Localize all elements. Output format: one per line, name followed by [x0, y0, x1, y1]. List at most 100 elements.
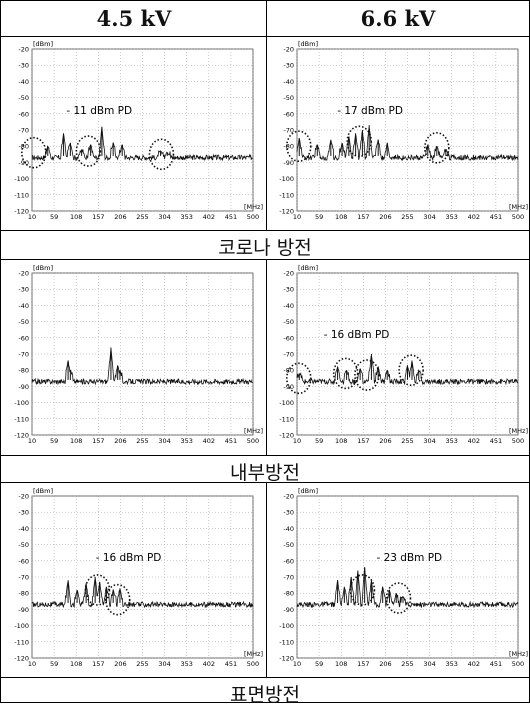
y-tick-label: -60 — [18, 110, 29, 118]
y-tick-label: -20 — [283, 493, 294, 501]
x-tick-label: 206 — [379, 437, 391, 445]
x-tick-label: 500 — [512, 213, 524, 221]
y-tick-label: -40 — [283, 302, 294, 310]
x-tick-label: 255 — [401, 213, 413, 221]
y-tick-label: -100 — [14, 622, 29, 630]
y-tick-label: -110 — [279, 191, 294, 199]
x-tick-label: 59 — [50, 213, 58, 221]
x-tick-label: 304 — [423, 213, 435, 221]
pd-circle — [385, 582, 412, 614]
y-tick-label: -60 — [18, 334, 29, 342]
x-axis-label: [MHz] — [244, 203, 263, 211]
y-tick-label: -20 — [283, 270, 294, 278]
y-tick-label: -110 — [279, 415, 294, 423]
x-tick-label: 500 — [512, 660, 524, 668]
x-tick-label: 157 — [357, 437, 369, 445]
x-tick-label: 10 — [293, 660, 301, 668]
chart-panel-corona-4.5kv: -20 -30 -40 -50 -60 -70 -80 -90 -100 -110 -120 10 59… — [2, 37, 265, 229]
y-tick-label: -70 — [283, 127, 294, 135]
x-tick-label: 304 — [158, 213, 170, 221]
y-axis-label: [dBm] — [33, 264, 53, 272]
divider — [0, 677, 530, 678]
y-axis-label: [dBm] — [33, 40, 53, 48]
y-tick-label: -90 — [18, 383, 29, 391]
x-tick-label: 206 — [379, 660, 391, 668]
y-tick-label: -40 — [283, 525, 294, 533]
y-tick-label: -60 — [18, 557, 29, 565]
pd-circle — [286, 362, 312, 395]
y-tick-label: -30 — [283, 62, 294, 70]
x-tick-label: 157 — [357, 660, 369, 668]
x-tick-label: 402 — [203, 213, 215, 221]
pd-circle — [354, 359, 380, 391]
y-tick-label: -80 — [18, 590, 29, 598]
pd-circle — [148, 138, 175, 171]
y-tick-label: -110 — [279, 638, 294, 646]
x-axis-label: [MHz] — [244, 427, 263, 435]
y-tick-label: -40 — [283, 78, 294, 86]
y-tick-label: -110 — [14, 415, 29, 423]
x-tick-label: 402 — [203, 660, 215, 668]
x-tick-label: 500 — [247, 213, 259, 221]
x-axis-label: [MHz] — [509, 427, 528, 435]
x-tick-label: 451 — [225, 660, 237, 668]
y-tick-label: -70 — [283, 351, 294, 359]
pd-annotation: - 16 dBm PD — [324, 329, 390, 341]
spectrum-trace — [31, 577, 254, 609]
x-tick-label: 59 — [50, 660, 58, 668]
x-tick-label: 255 — [136, 213, 148, 221]
x-tick-label: 206 — [114, 437, 126, 445]
x-tick-label: 500 — [247, 437, 259, 445]
divider — [0, 36, 530, 37]
y-tick-label: -50 — [283, 318, 294, 326]
pd-circle — [398, 354, 424, 386]
pd-circle — [349, 574, 376, 606]
y-tick-label: -40 — [18, 525, 29, 533]
x-tick-label: 10 — [293, 213, 301, 221]
y-tick-label: -100 — [14, 399, 29, 407]
x-tick-label: 402 — [468, 660, 480, 668]
spectrum-trace — [296, 127, 519, 162]
y-tick-label: -110 — [14, 638, 29, 646]
y-tick-label: -90 — [283, 383, 294, 391]
y-tick-label: -30 — [18, 62, 29, 70]
x-tick-label: 157 — [357, 213, 369, 221]
spectrum-trace — [31, 348, 254, 386]
y-tick-label: -20 — [18, 493, 29, 501]
y-tick-label: -30 — [283, 286, 294, 294]
x-tick-label: 500 — [512, 437, 524, 445]
column-header-left: 4.5 kV — [96, 6, 172, 31]
divider — [266, 0, 267, 230]
pd-annotation: - 23 dBm PD — [376, 552, 442, 564]
x-tick-label: 108 — [335, 660, 347, 668]
pd-circle — [332, 357, 359, 390]
x-tick-label: 353 — [445, 437, 457, 445]
x-tick-label: 353 — [180, 437, 192, 445]
y-tick-label: -120 — [279, 208, 294, 216]
y-tick-label: -100 — [14, 175, 29, 183]
y-axis-label: [dBm] — [298, 264, 318, 272]
y-tick-label: -30 — [283, 509, 294, 517]
column-header-right: 6.6 kV — [360, 6, 436, 31]
y-tick-label: -110 — [14, 191, 29, 199]
x-tick-label: 451 — [225, 213, 237, 221]
divider — [0, 230, 530, 231]
x-tick-label: 353 — [445, 660, 457, 668]
y-tick-label: -90 — [18, 606, 29, 614]
pd-circle — [424, 132, 450, 164]
y-tick-label: -40 — [18, 78, 29, 86]
y-axis-label: [dBm] — [298, 487, 318, 495]
section-label-surface: 표면방전 — [230, 684, 300, 706]
y-tick-label: -60 — [283, 334, 294, 342]
x-tick-label: 206 — [379, 213, 391, 221]
x-tick-label: 108 — [70, 660, 82, 668]
x-tick-label: 304 — [423, 660, 435, 668]
x-tick-label: 451 — [490, 213, 502, 221]
y-tick-label: -40 — [18, 302, 29, 310]
x-tick-label: 59 — [50, 437, 58, 445]
x-tick-label: 10 — [293, 437, 301, 445]
